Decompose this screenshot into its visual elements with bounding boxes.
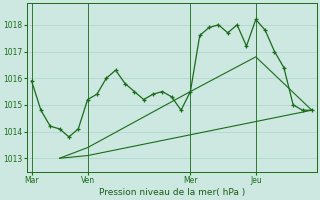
X-axis label: Pression niveau de la mer( hPa ): Pression niveau de la mer( hPa ): [99, 188, 245, 197]
